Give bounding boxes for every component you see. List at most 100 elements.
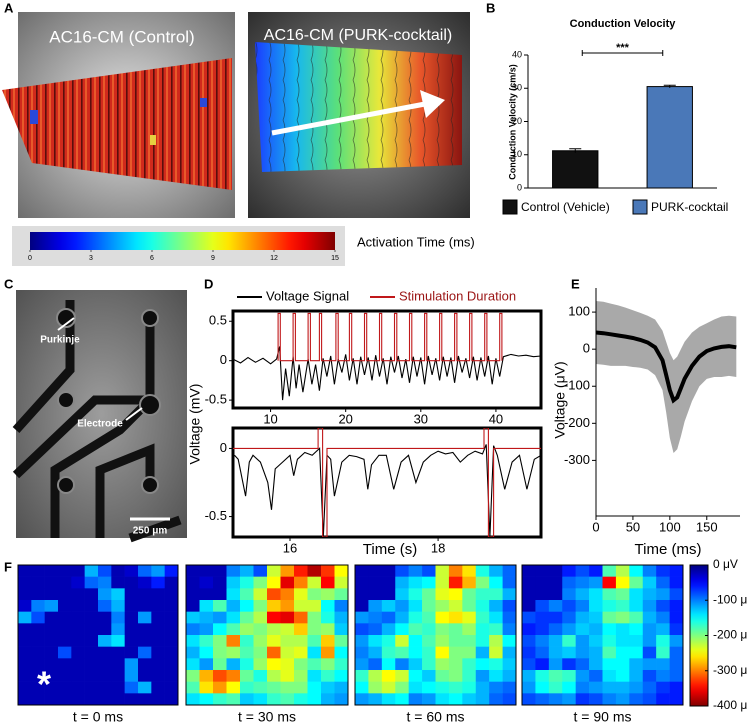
heatmap-cell [164, 646, 179, 659]
heatmap-cell [58, 681, 72, 694]
heatmap-cell [267, 658, 281, 671]
heatmap-cell [294, 576, 308, 589]
heatmap-cell [368, 600, 383, 612]
heatmap-cell [307, 600, 322, 612]
heatmap-cell [321, 576, 335, 589]
heatmap-cell [186, 600, 200, 612]
heatmap-cell [151, 600, 165, 612]
heatmap-cell [535, 576, 550, 589]
x-tick-label: 10 [263, 411, 277, 426]
heatmap-cell [294, 646, 308, 659]
y-tick-label: 0 [220, 440, 227, 455]
x-tick-label: 18 [431, 540, 445, 555]
heatmap-cell [307, 611, 322, 624]
heatmap-cell [489, 600, 503, 612]
heatmap-cell [642, 635, 657, 647]
y-tick-label: 10 [512, 149, 522, 159]
heatmap-cell [18, 611, 32, 624]
heatmap-cell [548, 681, 563, 694]
heatmap-cell [562, 635, 576, 647]
heatmap-cell [368, 565, 383, 577]
heatmap-cell [575, 611, 590, 624]
heatmap-title: t = 0 ms [73, 709, 123, 725]
heatmap-cell [151, 623, 165, 636]
heatmap-cell [253, 670, 268, 682]
heatmap-cell [31, 646, 45, 659]
heatmap-cell [448, 681, 463, 694]
heatmap-cell [448, 576, 463, 589]
significance-label: *** [616, 42, 630, 54]
heatmap-cell [575, 693, 590, 706]
heatmap-cell [151, 681, 165, 694]
heatmap-cell [31, 670, 45, 682]
heatmap-cell [602, 693, 617, 706]
y-tick-label: 30 [512, 83, 522, 93]
heatmap-cell [124, 681, 139, 694]
legend-label: Control (Vehicle) [521, 200, 610, 214]
heatmap-cell [381, 635, 396, 647]
heatmap-cell [615, 623, 630, 636]
heatmap-cell [602, 623, 617, 636]
heatmap-cell [422, 600, 436, 612]
heatmap-cell [629, 623, 644, 636]
heatmap-cell [186, 623, 200, 636]
x-tick-label: 50 [626, 519, 640, 534]
heatmap-cell [475, 693, 490, 706]
heatmap-cell [84, 693, 99, 706]
colorbar-tick-label: 15 [331, 255, 339, 262]
heatmap-cell [475, 576, 490, 589]
heatmap-cell [462, 576, 477, 589]
heatmap-cell [321, 693, 335, 706]
heatmap-cell [44, 670, 59, 682]
colorbar-tick-label: 9 [211, 255, 215, 262]
heatmap-cell [84, 658, 99, 671]
heatmap-cell [475, 646, 490, 659]
heatmap-cell [186, 565, 200, 577]
x-tick-label: 150 [696, 519, 718, 534]
heatmap-cell [111, 588, 125, 601]
heatmap-cell [84, 670, 99, 682]
heatmap-cell [151, 576, 165, 589]
heatmap-cell [186, 681, 200, 694]
line-series [233, 346, 541, 401]
heatmap-cell [381, 681, 396, 694]
heatmap-cell [589, 681, 603, 694]
heatmap-cell [280, 693, 295, 706]
heatmap-cell [368, 646, 383, 659]
heatmap-cell [334, 681, 349, 694]
map-patch [30, 110, 38, 124]
heatmap-cell [44, 623, 59, 636]
legend-label: Stimulation Duration [399, 288, 516, 303]
heatmap-cell [294, 693, 308, 706]
heatmap-cell [408, 635, 423, 647]
heatmap-cell [334, 658, 349, 671]
y-tick-label: 0 [220, 352, 227, 367]
heatmap-cell [615, 658, 630, 671]
heatmap-cell [615, 681, 630, 694]
heatmap-cell [355, 600, 369, 612]
heatmap-cell [548, 635, 563, 647]
heatmap-cell [669, 670, 684, 682]
heatmap-cell [535, 623, 550, 636]
heatmap-cell [124, 600, 139, 612]
heatmap-cell [321, 588, 335, 601]
heatmap-cell [31, 635, 45, 647]
bar [552, 150, 599, 189]
heatmap-cell [199, 623, 214, 636]
heatmap-cell [615, 635, 630, 647]
heatmap-cell [44, 635, 59, 647]
heatmap-cell [435, 611, 450, 624]
label-arrow [57, 317, 75, 331]
heatmap-cell [629, 670, 644, 682]
heatmap-cell [226, 670, 241, 682]
heatmap-cell [280, 670, 295, 682]
heatmap-cell [71, 565, 85, 577]
image-label: Electrode [77, 419, 123, 430]
heatmap-cell [253, 693, 268, 706]
heatmap-cell [199, 670, 214, 682]
heatmap-cell [656, 588, 670, 601]
x-tick-label: 40 [489, 411, 503, 426]
heatmap-cell [151, 611, 165, 624]
heatmap-cell [522, 681, 536, 694]
y-axis-label: Voltage (μV) [552, 361, 568, 438]
